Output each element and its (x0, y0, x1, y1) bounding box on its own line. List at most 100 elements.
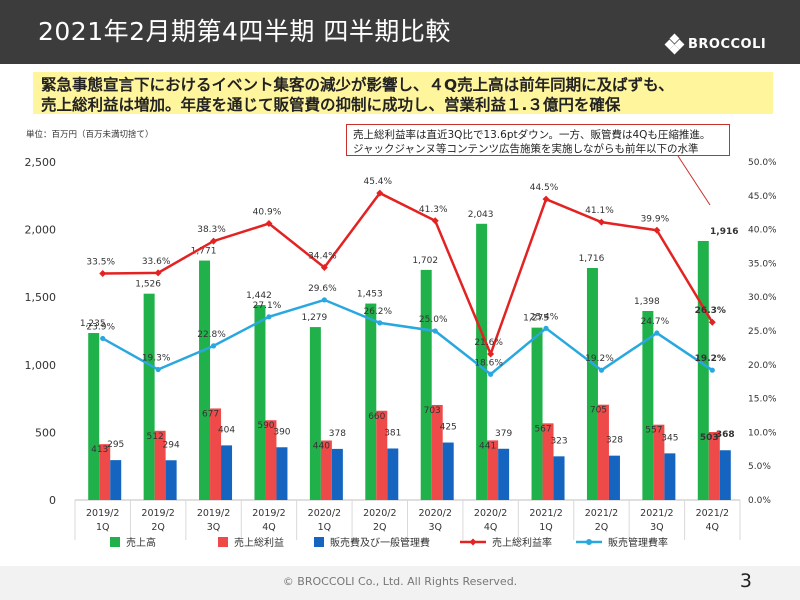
bar-sales (365, 303, 377, 500)
bar-label-sales: 1,275 (523, 314, 549, 324)
bar-sga (442, 442, 454, 500)
y-right-tick-label: 25.0% (748, 327, 777, 337)
bar-label-sga: 381 (384, 428, 401, 438)
point-sga-rate (321, 297, 327, 303)
label-sga-rate: 23.9% (86, 322, 115, 332)
y-right-tick-label: 0.0% (748, 496, 771, 506)
point-gross-profit-rate (597, 218, 605, 226)
bar-gross-profit (708, 431, 720, 500)
legend-sga-swatch (314, 537, 324, 547)
point-gross-profit-rate (376, 189, 384, 197)
point-sga-rate (100, 335, 106, 342)
bar-label-gross-profit: 660 (368, 412, 385, 422)
bar-label-gross-profit: 705 (590, 406, 607, 416)
bar-sga (165, 460, 177, 500)
label-sga-rate: 19.3% (142, 354, 171, 364)
bar-sales (642, 310, 654, 500)
y-right-tick-label: 40.0% (748, 226, 777, 236)
x-tick-label-year: 2021/2 (640, 508, 673, 519)
label-gross-profit-rate: 45.4% (363, 177, 392, 187)
y-right-tick-label: 10.0% (748, 428, 777, 438)
bar-label-gross-profit: 503 (700, 433, 719, 443)
label-gross-profit-rate: 41.3% (419, 205, 448, 215)
point-sga-rate (266, 314, 272, 320)
y-left-tick-label: 2,500 (25, 156, 57, 169)
point-gross-profit-rate (708, 318, 716, 326)
bar-sga (387, 448, 399, 500)
label-sga-rate: 18.6% (474, 358, 503, 368)
y-right-tick-label: 15.0% (748, 395, 777, 405)
x-tick-label-year: 2019/2 (141, 508, 174, 519)
x-tick-label-year: 2020/2 (418, 508, 451, 519)
bar-sales (143, 293, 155, 500)
bar-label-sga: 294 (163, 440, 180, 450)
label-gross-profit-rate: 33.6% (142, 257, 171, 267)
bar-label-sga: 404 (218, 425, 235, 435)
legend-gross-profit-rate-marker (469, 538, 477, 546)
bar-label-sales: 1,916 (710, 227, 738, 237)
x-tick-label-quarter: 4Q (484, 522, 498, 533)
point-gross-profit-rate (154, 269, 162, 277)
line-gross-profit-rate (102, 191, 714, 358)
legend-sga-rate-marker (586, 539, 592, 545)
bar-label-gross-profit: 590 (257, 421, 274, 431)
label-gross-profit-rate: 44.5% (530, 183, 559, 193)
bar-sga (331, 448, 343, 500)
bar-sga (276, 447, 288, 500)
bar-gross-profit (210, 408, 222, 500)
bar-label-sga: 295 (107, 440, 124, 450)
brand-logo: BROCCOLI (664, 32, 766, 56)
point-gross-profit-rate (99, 270, 107, 278)
bar-label-gross-profit: 677 (202, 409, 219, 419)
label-sga-rate: 26.2% (363, 307, 392, 317)
x-tick-label-year: 2021/2 (529, 508, 562, 519)
x-tick-label-year: 2021/2 (696, 508, 729, 519)
label-gross-profit-rate: 26.3% (695, 306, 726, 316)
bar-sales (309, 327, 321, 500)
x-tick-label-quarter: 2Q (595, 522, 609, 533)
bar-label-gross-profit: 413 (91, 445, 108, 455)
bar-label-sga: 390 (273, 427, 290, 437)
label-gross-profit-rate: 39.9% (641, 214, 670, 224)
bar-sales (420, 269, 432, 500)
y-right-tick-label: 35.0% (748, 259, 777, 269)
point-gross-profit-rate (542, 195, 550, 203)
x-tick-label-year: 2020/2 (474, 508, 507, 519)
point-sga-rate (210, 343, 217, 349)
point-sga-rate (598, 367, 605, 373)
y-right-tick-label: 50.0% (748, 158, 777, 168)
label-sga-rate: 22.8% (197, 330, 226, 340)
label-sga-rate: 19.2% (695, 354, 726, 364)
point-sga-rate (543, 325, 549, 331)
y-right-tick-label: 30.0% (748, 293, 777, 303)
legend-gross-profit-swatch (218, 537, 228, 547)
x-tick-label-year: 2020/2 (308, 508, 341, 519)
x-tick-label-year: 2021/2 (585, 508, 618, 519)
label-sga-rate: 25.0% (419, 315, 448, 325)
bar-sales (531, 327, 543, 500)
label-gross-profit-rate: 40.9% (253, 208, 282, 218)
copyright-text: © BROCCOLI Co., Ltd. All Rights Reserved… (282, 575, 518, 588)
bar-sga (608, 455, 620, 500)
callout-box: 売上総利益率は直近3Q比で13.6ptダウン。一方、販管費は4Qも圧縮推進。 ジ… (346, 124, 730, 156)
x-tick-label-year: 2019/2 (252, 508, 285, 519)
point-sga-rate (488, 371, 494, 377)
bar-label-gross-profit: 440 (313, 442, 330, 452)
label-sga-rate: 29.6% (308, 284, 337, 294)
bar-gross-profit (265, 420, 277, 500)
page-number: 3 (739, 570, 752, 592)
label-sga-rate: 27.1% (253, 301, 282, 311)
bar-label-sales: 1,702 (412, 256, 438, 266)
point-gross-profit-rate (210, 237, 218, 245)
point-sga-rate (709, 367, 715, 373)
bar-label-sga: 328 (606, 436, 623, 446)
point-gross-profit-rate (487, 350, 495, 358)
line-sga-rate (102, 298, 713, 376)
bar-sales (254, 305, 266, 500)
point-gross-profit-rate (265, 220, 273, 228)
x-tick-label-quarter: 3Q (650, 522, 664, 533)
bar-label-sga: 368 (716, 430, 735, 440)
bar-label-sales: 1,279 (301, 313, 327, 323)
bar-sga (664, 453, 676, 500)
